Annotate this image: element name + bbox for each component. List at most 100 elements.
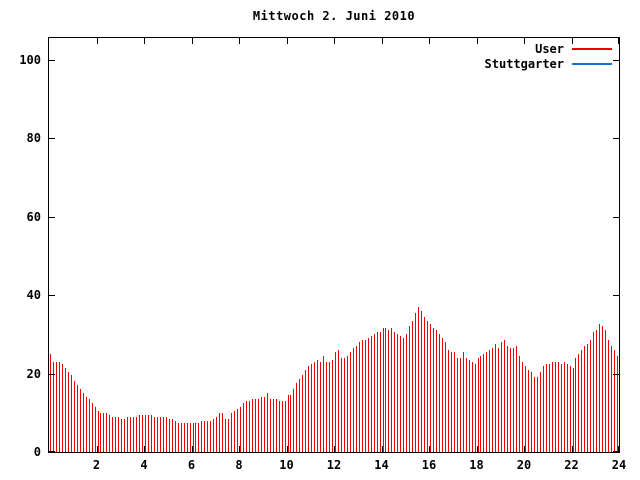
y-axis-tick-label: 0	[33, 445, 41, 459]
impulse-bar	[617, 356, 618, 452]
impulse-bar	[53, 362, 54, 452]
impulse-bar	[486, 352, 487, 452]
x-tick-bottom	[382, 446, 383, 452]
x-tick-top	[239, 38, 240, 44]
impulse-bar	[273, 399, 274, 452]
impulse-bar	[430, 324, 431, 452]
impulse-bar	[198, 423, 199, 452]
impulse-bar	[133, 417, 134, 452]
impulse-bar	[599, 324, 600, 452]
impulse-bar	[418, 307, 419, 452]
x-axis-tick-label: 2	[92, 458, 101, 472]
impulse-bar	[187, 423, 188, 452]
impulse-bar	[216, 417, 217, 452]
impulse-bar	[130, 417, 131, 452]
x-tick-bottom	[572, 446, 573, 452]
x-tick-bottom	[144, 446, 145, 452]
impulse-bar	[317, 360, 318, 452]
impulse-bar	[403, 338, 404, 452]
impulse-bar	[495, 344, 496, 452]
impulse-bar	[261, 397, 262, 452]
impulse-bar	[204, 421, 205, 452]
impulse-bar	[127, 417, 128, 452]
impulse-bar	[380, 332, 381, 452]
y-tick-right	[613, 374, 619, 375]
impulse-bar	[142, 415, 143, 452]
impulse-bar	[326, 362, 327, 452]
x-tick-bottom	[287, 446, 288, 452]
y-tick-right	[613, 217, 619, 218]
x-tick-bottom	[477, 446, 478, 452]
impulse-bar	[593, 332, 594, 452]
x-tick-bottom	[97, 446, 98, 452]
impulse-bar	[501, 342, 502, 452]
y-tick-left	[49, 217, 55, 218]
impulse-bar	[255, 399, 256, 452]
impulse-bar	[210, 421, 211, 452]
impulse-bar	[115, 417, 116, 452]
impulse-bar	[237, 409, 238, 452]
x-tick-top	[287, 38, 288, 44]
impulse-bar	[240, 407, 241, 452]
impulse-bar	[424, 317, 425, 452]
impulse-bar	[323, 356, 324, 452]
impulse-bar	[385, 328, 386, 452]
impulse-bar	[409, 326, 410, 452]
y-tick-right	[613, 451, 619, 452]
x-axis-tick-label: 10	[279, 458, 294, 472]
x-axis-tick-label: 22	[564, 458, 579, 472]
impulse-bar	[112, 417, 113, 452]
impulse-bar	[359, 342, 360, 452]
impulse-bar	[528, 370, 529, 452]
impulse-bar	[552, 362, 553, 452]
impulse-bar	[201, 421, 202, 452]
impulse-bar	[71, 375, 72, 452]
impulse-bar	[602, 326, 603, 452]
legend-line-user-red	[572, 47, 612, 50]
x-tick-top	[618, 38, 619, 44]
impulse-bar	[575, 358, 576, 452]
impulse-bar	[460, 358, 461, 452]
impulse-bar	[151, 415, 152, 452]
y-axis-tick-label: 100	[19, 52, 41, 67]
impulse-bar	[388, 330, 389, 452]
x-tick-top	[97, 38, 98, 44]
impulse-bar	[50, 354, 51, 452]
impulse-bar	[522, 362, 523, 452]
impulse-bar	[258, 399, 259, 452]
impulse-bar	[540, 372, 541, 452]
impulse-bar	[397, 334, 398, 452]
impulse-bar	[492, 348, 493, 452]
y-tick-left	[49, 295, 55, 296]
impulse-bar	[596, 330, 597, 452]
impulse-bar	[311, 364, 312, 452]
impulse-bar	[454, 352, 455, 452]
impulse-bar	[195, 423, 196, 452]
x-axis-tick-label: 12	[326, 458, 342, 472]
impulse-bar	[314, 362, 315, 452]
impulse-bar	[246, 401, 247, 452]
impulse-bar	[299, 379, 300, 452]
impulse-bar	[451, 352, 452, 452]
impulse-bar	[106, 413, 107, 452]
impulse-bar	[86, 397, 87, 452]
impulse-bar	[335, 352, 336, 452]
impulse-bar	[98, 411, 99, 452]
impulse-bar	[344, 358, 345, 452]
impulse-bar	[193, 423, 194, 452]
impulse-bar	[480, 356, 481, 452]
y-tick-left	[49, 374, 55, 375]
legend-label-stuttgarter: Stuttgarter	[484, 56, 564, 71]
impulse-bar	[252, 399, 253, 452]
impulse-bar	[89, 399, 90, 452]
impulse-bar	[383, 328, 384, 452]
x-tick-top	[524, 38, 525, 44]
impulse-bar	[608, 340, 609, 452]
impulse-bar	[296, 383, 297, 452]
impulse-bar	[267, 393, 268, 452]
impulse-bar	[436, 330, 437, 452]
impulse-bar	[320, 362, 321, 452]
impulse-bar	[175, 421, 176, 452]
impulse-bar	[163, 417, 164, 452]
